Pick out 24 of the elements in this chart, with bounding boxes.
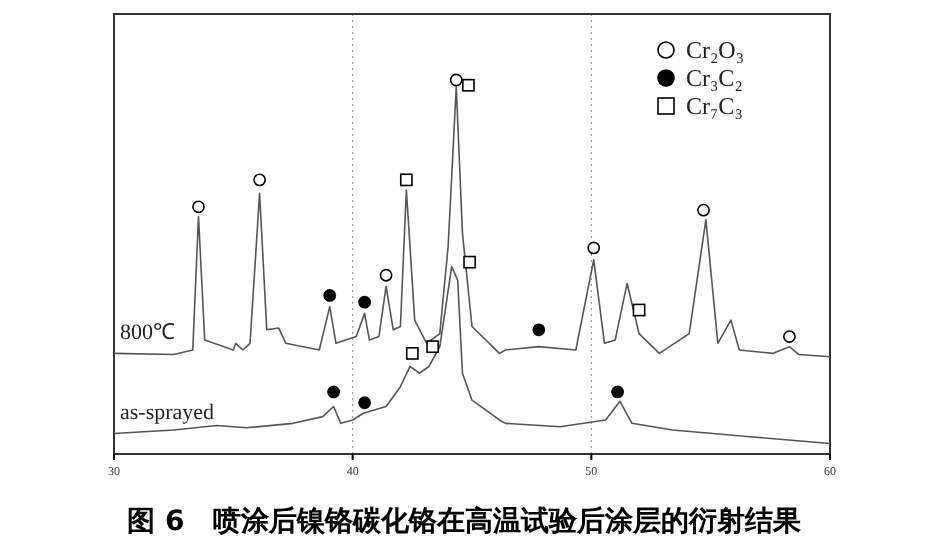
- point: [462, 78, 475, 92]
- point: [399, 173, 413, 187]
- point: [463, 255, 477, 269]
- point: [192, 200, 205, 214]
- text: 图 6 喷涂后镍铬碳化铬在高温试验后涂层的衍射结果: [127, 504, 803, 538]
- point: [358, 396, 371, 410]
- point: [405, 346, 419, 360]
- point: [323, 289, 337, 302]
- series-label: 800℃: [120, 321, 175, 346]
- legend-label: Cr₂O₃: [686, 36, 745, 64]
- point: [611, 385, 624, 399]
- point: [697, 203, 710, 217]
- point: [253, 173, 266, 187]
- point: [358, 295, 371, 309]
- series-label: as-sprayed: [120, 401, 216, 426]
- legend-label: Cr₇C₃: [686, 92, 743, 120]
- point: [426, 340, 440, 354]
- point: [587, 241, 601, 255]
- point: [783, 330, 796, 343]
- point: [327, 385, 340, 399]
- legend-label: Cr₃C₂: [686, 64, 743, 92]
- point: [379, 268, 393, 282]
- point: [532, 323, 546, 337]
- point: [449, 73, 463, 87]
